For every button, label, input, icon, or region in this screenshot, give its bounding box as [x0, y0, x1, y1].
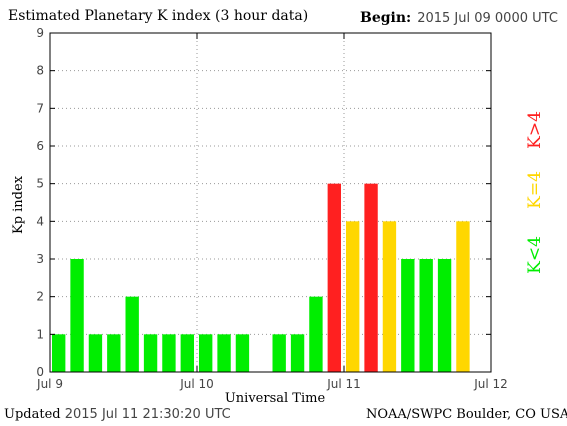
- y-tick-label: 5: [36, 177, 44, 191]
- kp-bar: [125, 296, 139, 372]
- x-tick-label: Jul 12: [473, 377, 508, 391]
- y-tick-label: 9: [36, 26, 44, 40]
- y-tick-label: 7: [36, 101, 44, 115]
- legend-item: K<4: [525, 236, 545, 274]
- kp-bar: [346, 221, 360, 372]
- kp-bar: [199, 334, 213, 372]
- legend-item: K>4: [525, 111, 545, 149]
- kp-bar: [309, 296, 323, 372]
- begin-label: Begin:: [360, 10, 412, 26]
- kp-bar: [272, 334, 286, 372]
- begin-value: 2015 Jul 09 0000 UTC: [417, 11, 558, 26]
- updated-info: Updated 2015 Jul 11 21:30:20 UTC: [4, 407, 231, 422]
- credit-text: NOAA/SWPC Boulder, CO USA: [366, 407, 567, 422]
- kp-bar: [456, 221, 470, 372]
- chart-title: Estimated Planetary K index (3 hour data…: [8, 8, 309, 24]
- y-tick-label: 2: [36, 290, 44, 304]
- x-axis-label: Universal Time: [225, 391, 326, 406]
- legend: K<4 K=4 K>4: [525, 111, 545, 274]
- x-tick-label: Jul 11: [326, 377, 361, 391]
- y-tick-label: 6: [36, 139, 44, 153]
- kp-bar: [382, 221, 397, 372]
- kp-bar: [401, 259, 415, 372]
- kp-bar: [180, 334, 194, 372]
- x-tick-label: Jul 9: [36, 377, 63, 391]
- kp-bar: [52, 334, 66, 372]
- kp-bar: [419, 259, 433, 372]
- plot-border: [49, 32, 492, 373]
- kp-bar: [290, 334, 305, 372]
- y-tick-labels: 0 1 2 3 4 5 6 7 8 9: [36, 26, 44, 379]
- kp-bar: [437, 259, 452, 372]
- y-tick-label: 3: [36, 252, 44, 266]
- kp-bar: [143, 334, 158, 372]
- y-tick-label: 8: [36, 64, 44, 78]
- y-tick-label: 1: [36, 327, 44, 341]
- kp-bar: [162, 334, 176, 372]
- y-tick-label: 4: [36, 214, 44, 228]
- x-tick-labels: Jul 9 Jul 10 Jul 11 Jul 12: [36, 377, 508, 391]
- kp-bar: [327, 183, 341, 372]
- kp-bar: [88, 334, 103, 372]
- bars: [52, 183, 470, 372]
- begin-info: Begin: 2015 Jul 09 0000 UTC: [360, 10, 558, 26]
- updated-value: 2015 Jul 11 21:30:20 UTC: [64, 407, 231, 422]
- kp-bar: [70, 259, 84, 372]
- plot-frame: [49, 32, 492, 373]
- kp-bar: [107, 334, 121, 372]
- kp-bar: [217, 334, 231, 372]
- legend-item: K=4: [525, 171, 545, 209]
- kp-bar: [364, 183, 378, 372]
- x-tick-label: Jul 10: [179, 377, 214, 391]
- updated-label: Updated: [4, 407, 61, 422]
- kp-bar: [235, 334, 250, 372]
- grid-lines: [50, 33, 491, 372]
- y-axis-label: Kp index: [11, 175, 26, 234]
- y-tick-label: 0: [36, 365, 44, 379]
